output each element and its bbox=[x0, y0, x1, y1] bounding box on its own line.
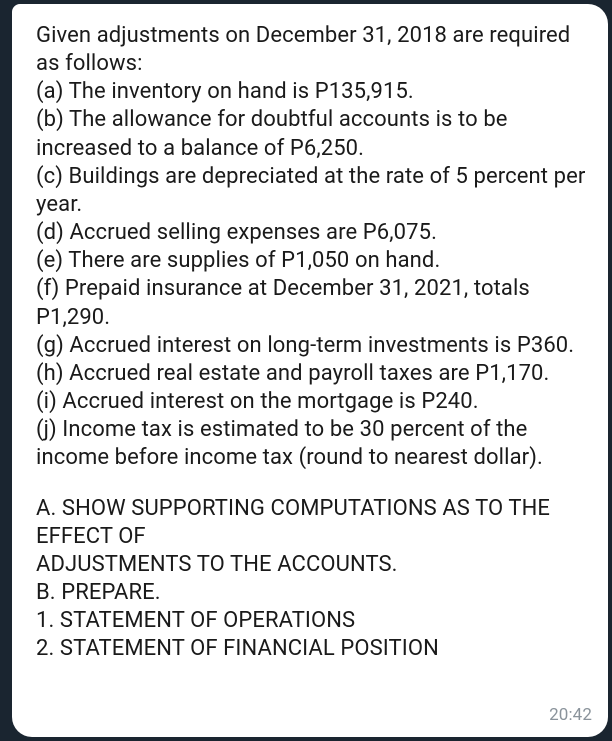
intro-text: Given adjustments on December 31, 2018 a… bbox=[36, 22, 588, 78]
item-i: (i) Accrued interest on the mortgage is … bbox=[36, 388, 588, 416]
message-timestamp: 20:42 bbox=[549, 705, 592, 727]
item-h: (h) Accrued real estate and payroll taxe… bbox=[36, 360, 588, 388]
item-a: (a) The inventory on hand is P135,915. bbox=[36, 78, 588, 106]
task-b2: 2. STATEMENT OF FINANCIAL POSITION bbox=[36, 635, 588, 663]
task-b1: 1. STATEMENT OF OPERATIONS bbox=[36, 607, 588, 635]
task-b: B. PREPARE. bbox=[36, 579, 588, 607]
item-f: (f) Prepaid insurance at December 31, 20… bbox=[36, 275, 588, 331]
item-g: (g) Accrued interest on long-term invest… bbox=[36, 332, 588, 360]
paragraph-gap bbox=[36, 473, 588, 495]
message-bubble: Given adjustments on December 31, 2018 a… bbox=[12, 4, 608, 737]
item-j: (j) Income tax is estimated to be 30 per… bbox=[36, 416, 588, 472]
item-c: (c) Buildings are depreciated at the rat… bbox=[36, 163, 588, 219]
item-b: (b) The allowance for doubtful accounts … bbox=[36, 106, 588, 162]
task-a-line2: ADJUSTMENTS TO THE ACCOUNTS. bbox=[36, 551, 588, 579]
item-d: (d) Accrued selling expenses are P6,075. bbox=[36, 219, 588, 247]
item-e: (e) There are supplies of P1,050 on hand… bbox=[36, 247, 588, 275]
task-a-line1: A. SHOW SUPPORTING COMPUTATIONS AS TO TH… bbox=[36, 495, 588, 551]
